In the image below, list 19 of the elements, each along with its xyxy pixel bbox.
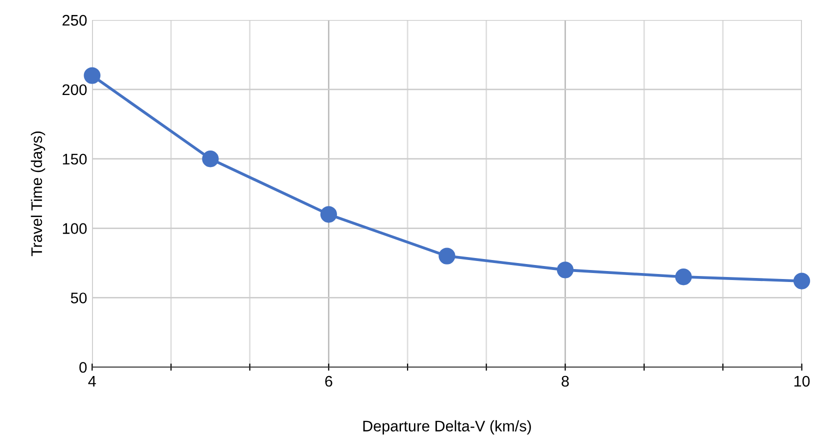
x-tick-label: 4 — [88, 376, 96, 387]
x-tick-label: 6 — [325, 376, 332, 387]
point — [556, 262, 574, 278]
y-tick-label: 150 — [62, 154, 87, 165]
point — [84, 67, 100, 84]
x-tick-label: 8 — [562, 376, 569, 387]
y-tick-label: 200 — [62, 84, 87, 96]
x-axis-title: Departure Delta-V (km/s) — [363, 420, 531, 434]
point — [793, 272, 810, 290]
point — [675, 268, 692, 286]
point — [202, 150, 219, 168]
y-tick-label: 100 — [62, 223, 87, 234]
y-tick-label: 0 — [79, 362, 87, 373]
point — [438, 248, 456, 264]
y-axis-title: Travel Time (days) — [30, 132, 46, 256]
x-tick-label: 10 — [794, 376, 810, 387]
point — [320, 206, 338, 223]
y-tick-label: 250 — [62, 14, 87, 26]
y-tick-label: 50 — [70, 292, 87, 304]
